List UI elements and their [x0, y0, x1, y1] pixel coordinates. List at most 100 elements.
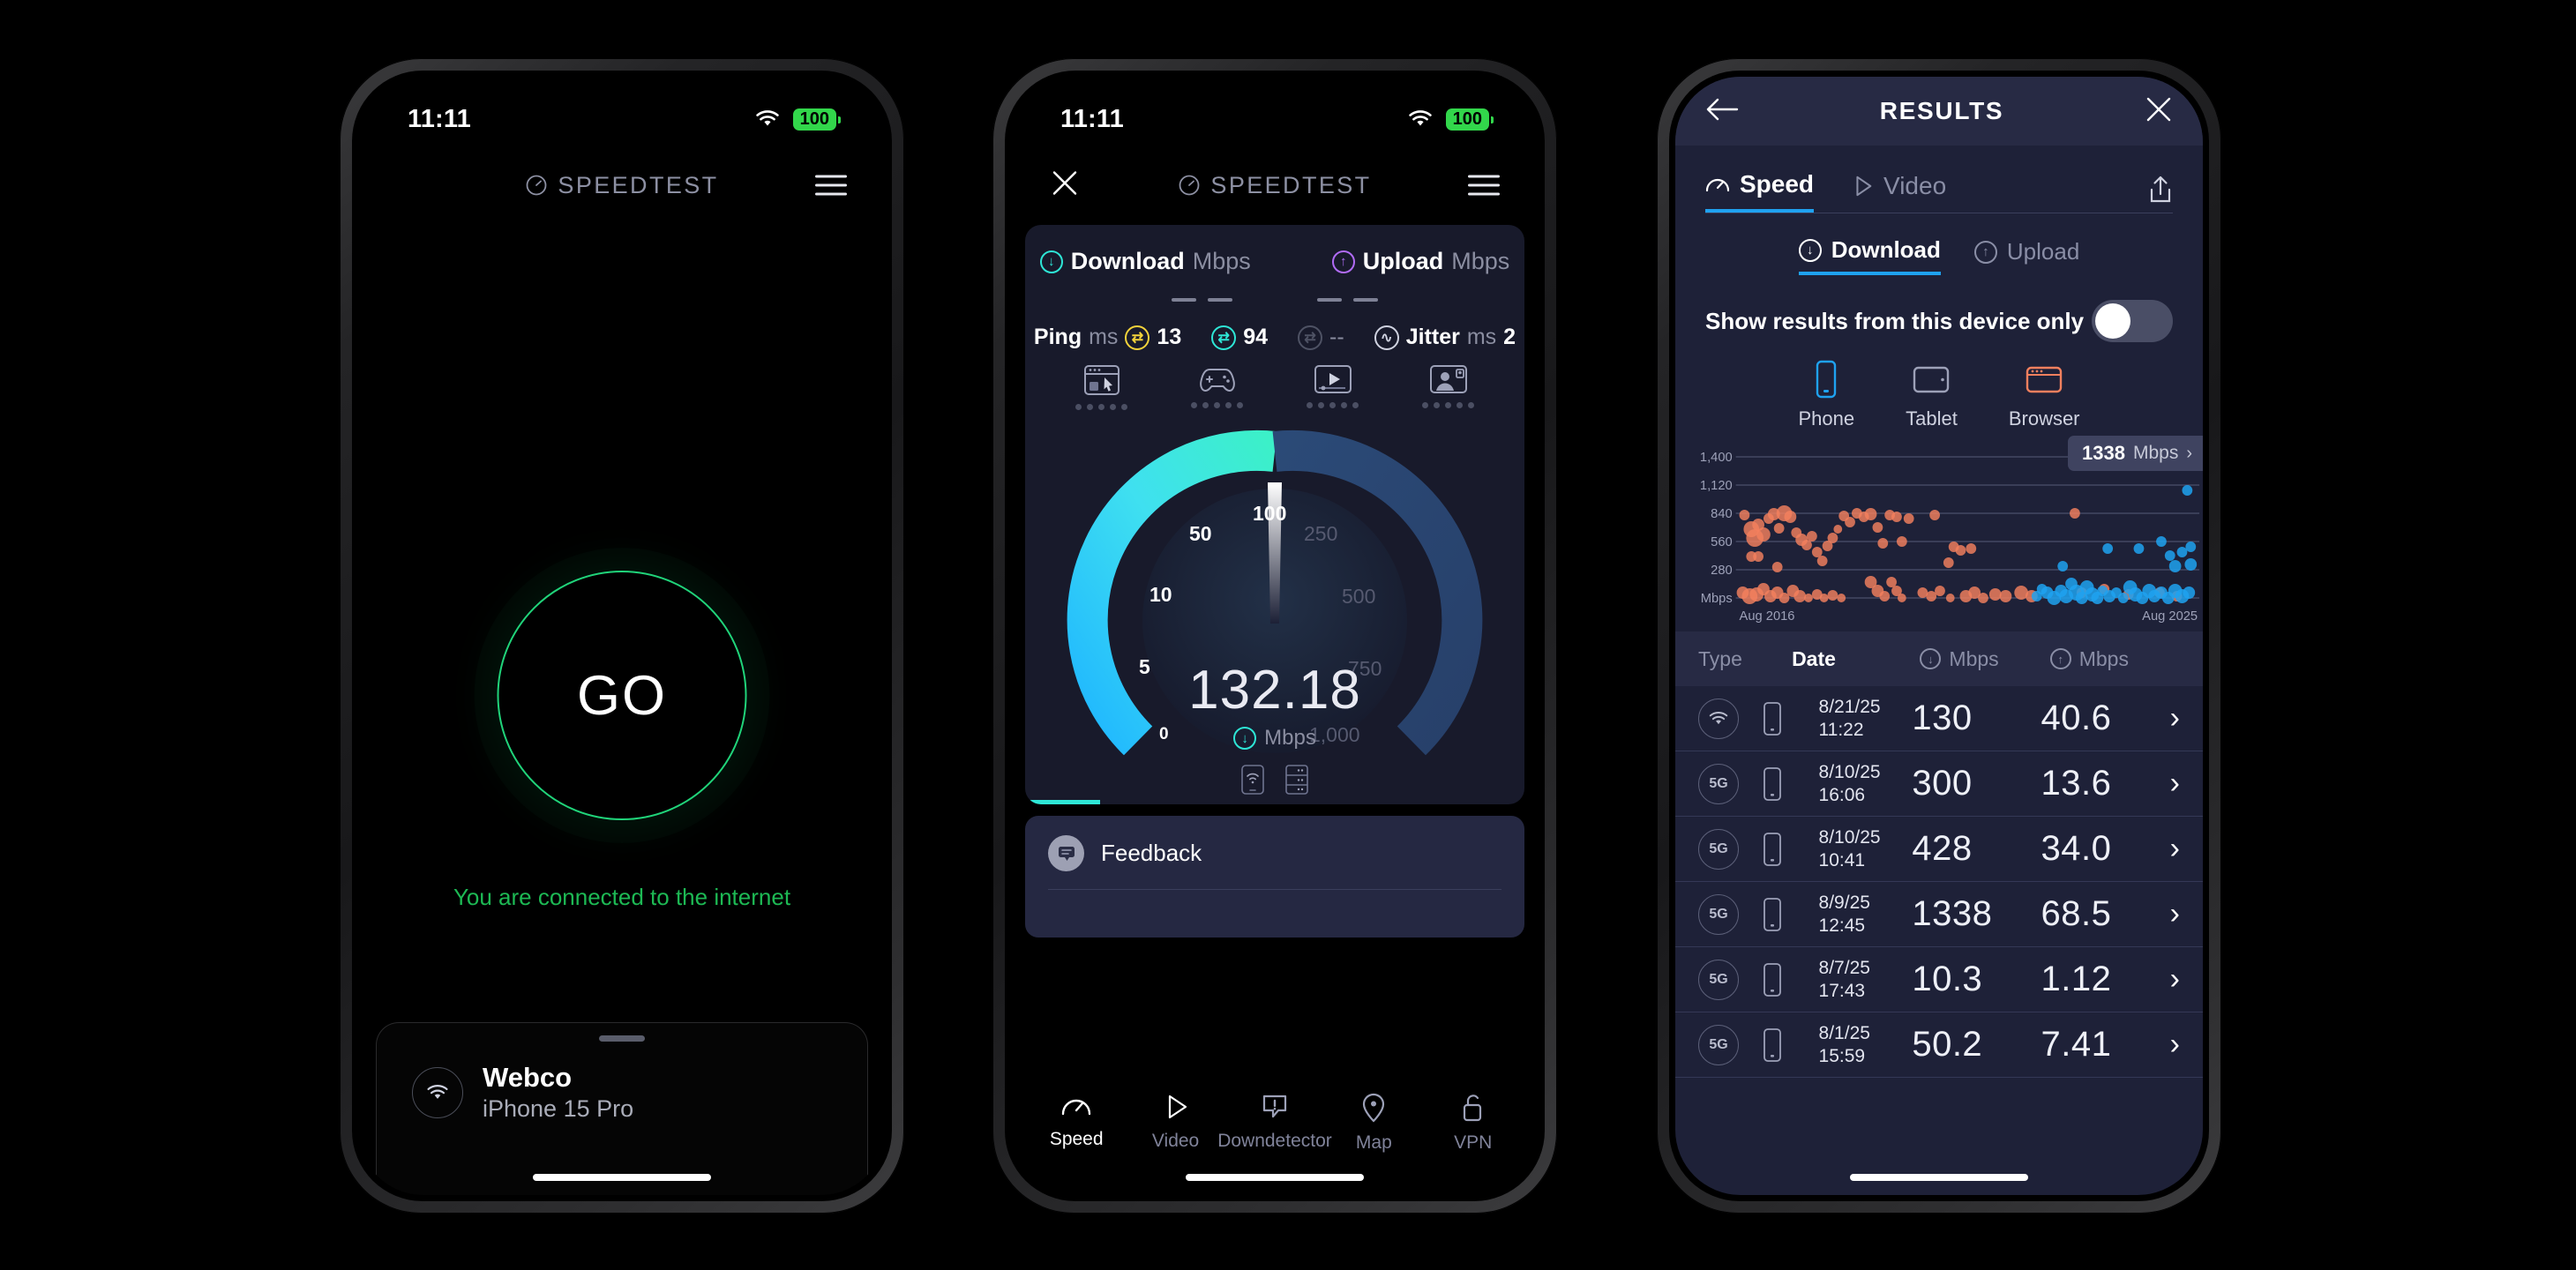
subtab-download[interactable]: ↓ Download: [1798, 236, 1941, 275]
connection-type-5g: 5G: [1698, 763, 1739, 804]
connection-type-5g: 5G: [1698, 959, 1739, 1000]
download-icon: ↓: [1039, 250, 1063, 273]
download-icon: ↓: [1798, 238, 1822, 262]
back-button[interactable]: [1705, 96, 1739, 127]
row-connection: 5G: [1698, 763, 1761, 804]
tab-label: Speed: [1740, 170, 1815, 198]
row-datetime: 8/21/25 11:22: [1818, 696, 1881, 740]
home-indicator[interactable]: [1186, 1174, 1364, 1181]
usecase-rating: [1075, 404, 1127, 410]
svg-text:1,120: 1,120: [1700, 479, 1733, 493]
server-wifi-icon: [412, 1067, 463, 1119]
download-icon: ↓: [1233, 727, 1257, 750]
table-row[interactable]: 5G 8/1/25 15:59 50.2 7.41 ›: [1675, 1012, 2203, 1078]
tab-video[interactable]: Video: [1127, 1093, 1224, 1152]
results-header: RESULTS: [1675, 77, 2203, 146]
tab-speed[interactable]: Speed: [1028, 1093, 1125, 1150]
videocall-icon: [1429, 365, 1467, 393]
speedometer-icon: [1705, 178, 1730, 192]
chevron-right-icon[interactable]: ›: [2169, 1027, 2180, 1061]
alert-icon: [1262, 1094, 1287, 1118]
peak-value: 1338: [2082, 442, 2125, 464]
feedback-card[interactable]: Feedback: [1025, 816, 1524, 938]
usecase-rating: [1307, 402, 1359, 408]
toggle-knob: [2095, 303, 2130, 339]
tab-downdetector[interactable]: Downdetector: [1217, 1093, 1332, 1152]
tab-vpn[interactable]: VPN: [1425, 1093, 1522, 1154]
app-header: SPEEDTEST: [358, 146, 886, 225]
go-button[interactable]: GO: [497, 571, 747, 820]
jitter-value: 2: [1503, 325, 1516, 349]
device-type-tablet[interactable]: Tablet: [1906, 360, 1958, 430]
phone-1-bezel: 11:11 100 SPEEDTEST: [352, 71, 892, 1201]
chevron-right-icon[interactable]: ›: [2169, 962, 2180, 996]
ping-upload-icon: ⇄: [1298, 325, 1323, 350]
device-filter-toggle[interactable]: [2092, 300, 2173, 342]
connection-status: You are connected to the internet: [453, 884, 791, 910]
share-button[interactable]: [2148, 176, 2173, 208]
home-indicator[interactable]: [533, 1174, 711, 1181]
brand-name: SPEEDTEST: [558, 171, 719, 198]
browsing-usecase: [1075, 364, 1127, 410]
jitter-icon: ∿: [1374, 325, 1399, 350]
svg-text:Aug 2025: Aug 2025: [2142, 609, 2198, 624]
subtab-upload[interactable]: ↑ Upload: [1973, 236, 2079, 275]
column-download[interactable]: ↓ Mbps: [1920, 647, 2049, 671]
peak-result-badge[interactable]: 1338 Mbps ›: [2068, 436, 2203, 471]
table-row[interactable]: 5G 8/7/25 17:43 10.3 1.12 ›: [1675, 947, 2203, 1012]
home-indicator[interactable]: [1850, 1174, 2028, 1181]
server-row: Webco iPhone 15 Pro: [377, 1062, 867, 1124]
results-table-header: Type Date ↓ Mbps ↑ Mbps: [1675, 631, 2203, 686]
streaming-usecase: [1307, 364, 1359, 410]
speedometer-icon: [1179, 175, 1200, 196]
browser-icon: [2026, 366, 2063, 393]
ping-download-icon: ⇄: [1211, 325, 1237, 350]
svg-text:Aug 2016: Aug 2016: [1740, 609, 1795, 624]
upload-header: ↑ Upload Mbps: [1331, 248, 1509, 275]
connection-type-5g: 5G: [1698, 828, 1739, 870]
menu-button[interactable]: [815, 169, 847, 202]
table-row[interactable]: 8/21/25 11:22 130 40.6 ›: [1675, 686, 2203, 751]
history-scatter-chart[interactable]: 1,400 1,120 840 560 280 Mbps Aug 2016 Au…: [1675, 436, 2203, 628]
gauge-tick-5: 5: [1139, 655, 1150, 678]
ping-label: Ping: [1033, 325, 1082, 349]
pin-icon: [1363, 1093, 1385, 1123]
phone-1-body: GO You are connected to the internet: [358, 225, 886, 1195]
close-button[interactable]: [2145, 95, 2173, 128]
jitter-group: ∿ Jitter ms 2: [1374, 325, 1516, 350]
chevron-right-icon[interactable]: ›: [2169, 897, 2180, 930]
phone-3-screen: RESULTS Speed: [1675, 77, 2203, 1195]
row-datetime: 8/10/25 16:06: [1818, 761, 1881, 805]
row-connection: [1698, 698, 1761, 739]
tab-label: Downdetector: [1217, 1131, 1332, 1151]
tab-map[interactable]: Map: [1325, 1093, 1422, 1154]
column-date[interactable]: Date: [1792, 646, 1836, 670]
menu-button[interactable]: [1468, 169, 1500, 202]
table-row[interactable]: 5G 8/10/25 16:06 300 13.6 ›: [1675, 751, 2203, 817]
usecase-icons: [1025, 364, 1524, 410]
gaming-icon: [1199, 369, 1235, 392]
status-right: 100: [1406, 108, 1494, 131]
server-card[interactable]: Webco iPhone 15 Pro: [376, 1022, 868, 1195]
chevron-right-icon[interactable]: ›: [2169, 832, 2180, 865]
close-button[interactable]: [1050, 168, 1080, 203]
tab-speed[interactable]: Speed: [1705, 170, 1815, 213]
gauge-tick-250: 250: [1304, 522, 1338, 545]
row-download: 130: [1912, 698, 1973, 737]
table-row[interactable]: 5G 8/10/25 10:41 428 34.0 ›: [1675, 817, 2203, 882]
drag-handle[interactable]: [599, 1035, 645, 1042]
device-type-phone[interactable]: Phone: [1798, 360, 1854, 430]
results-table-body: 8/21/25 11:22 130 40.6 › 5G 8/10/25 16:06 300 13.…: [1675, 686, 2203, 1078]
table-row[interactable]: 5G 8/9/25 12:45 1338 68.5 ›: [1675, 882, 2203, 947]
speedtest-gauge-card: ↓ Download Mbps ↑ Upload Mbps: [1025, 225, 1524, 804]
phone-2-body: ↓ Download Mbps ↑ Upload Mbps: [1011, 225, 1539, 1063]
chevron-right-icon[interactable]: ›: [2169, 766, 2180, 800]
device-type-browser[interactable]: Browser: [2009, 360, 2080, 430]
ping-download-group: ⇄ 94: [1211, 325, 1268, 350]
column-upload[interactable]: ↑ Mbps: [2049, 647, 2180, 671]
chevron-right-icon[interactable]: ›: [2169, 701, 2180, 735]
tab-video[interactable]: Video: [1851, 172, 1946, 211]
usecase-rating: [1422, 402, 1474, 408]
ping-group: Ping ms ⇄ 13: [1034, 325, 1181, 350]
